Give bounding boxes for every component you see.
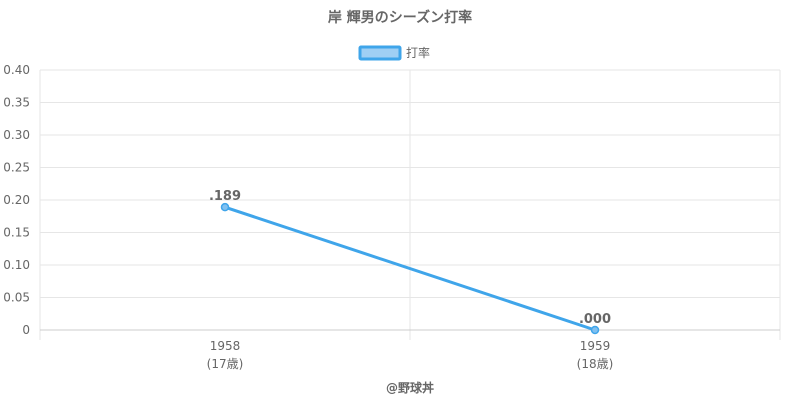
legend[interactable]: 打率 — [358, 45, 430, 61]
y-tick-label: 0.35 — [3, 96, 30, 110]
data-label: .000 — [579, 312, 611, 327]
y-axis-tick-labels: 0 0.05 0.10 0.15 0.20 0.25 0.30 0.35 0.40 — [3, 63, 30, 337]
credit-text: @野球丼 — [386, 380, 434, 395]
x-tick-sublabel: (17歳) — [207, 357, 244, 371]
y-tick-label: 0.30 — [3, 128, 30, 142]
y-tick-label: 0.05 — [3, 291, 30, 305]
x-tick-label: 1958 — [210, 339, 241, 353]
x-tick-sublabel: (18歳) — [577, 357, 614, 371]
legend-label: 打率 — [406, 45, 430, 60]
series-layer — [220, 202, 600, 335]
x-tick-label: 1959 — [580, 339, 611, 353]
data-point[interactable] — [220, 202, 230, 212]
y-tick-label: 0 — [22, 323, 30, 337]
grid-lines — [39, 69, 781, 340]
chart-title: 岸 輝男のシーズン打率 — [328, 9, 472, 26]
data-labels: .189 .000 — [209, 189, 611, 327]
y-tick-label: 0.10 — [3, 258, 30, 272]
series-line — [223, 205, 597, 332]
data-point[interactable] — [590, 325, 600, 335]
y-tick-label: 0.40 — [3, 63, 30, 77]
data-label: .189 — [209, 189, 241, 204]
legend-swatch — [358, 45, 402, 61]
x-axis-tick-labels: 1958 (17歳) 1959 (18歳) — [207, 339, 614, 371]
y-tick-label: 0.20 — [3, 193, 30, 207]
y-tick-label: 0.25 — [3, 161, 30, 175]
y-tick-label: 0.15 — [3, 226, 30, 240]
